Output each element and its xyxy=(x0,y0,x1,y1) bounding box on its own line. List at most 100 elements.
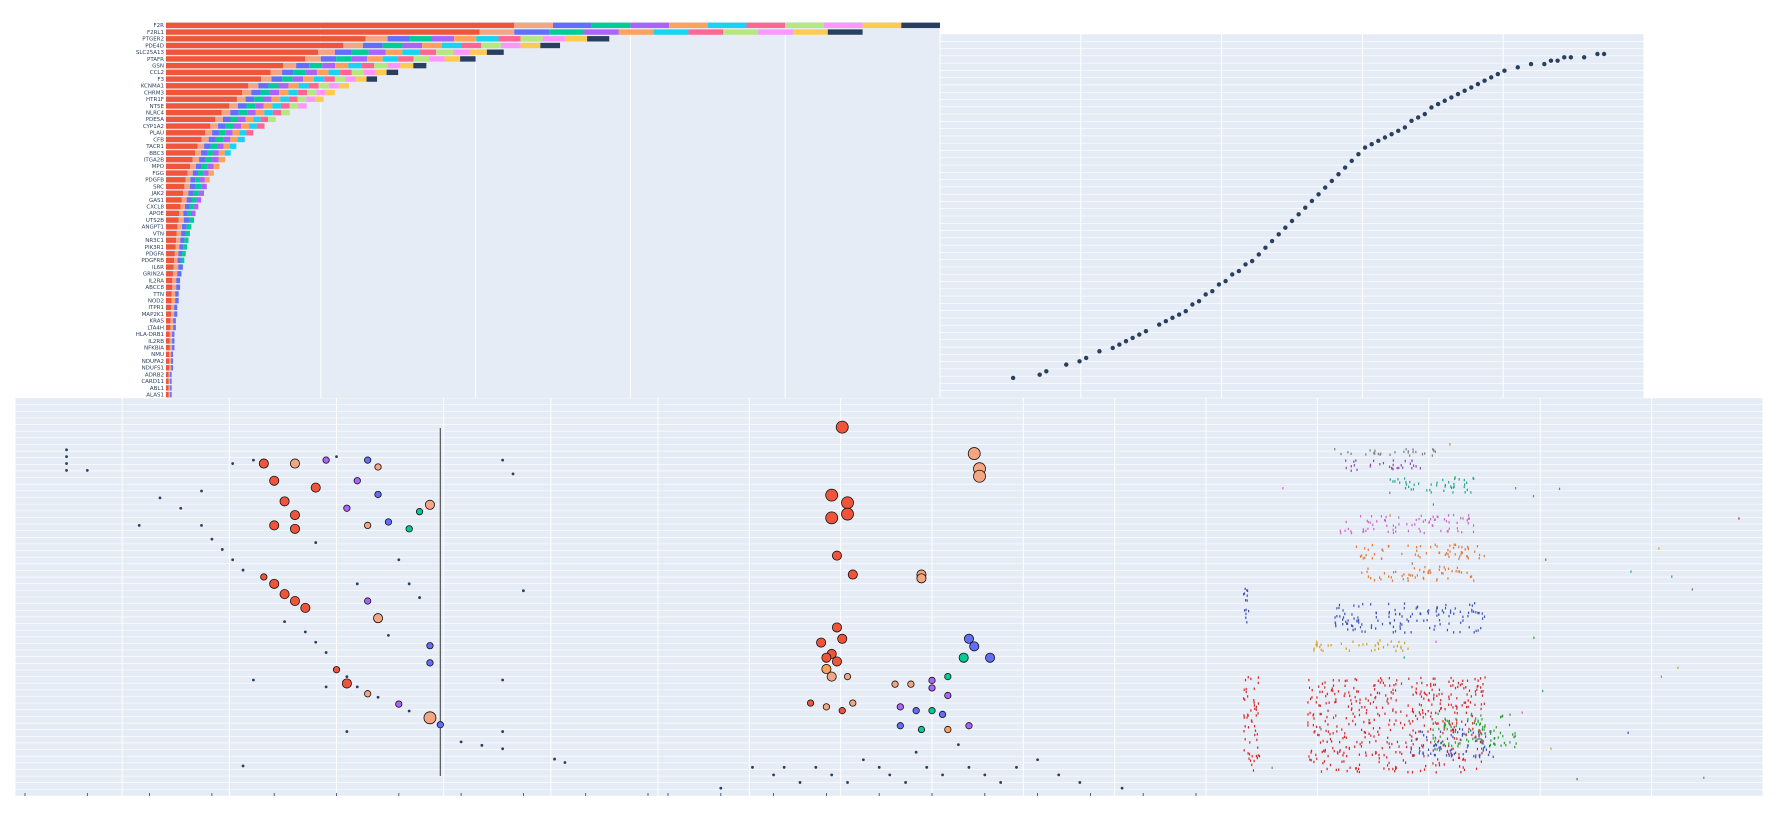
strip-mark xyxy=(1358,767,1360,771)
strip-mark xyxy=(1358,708,1360,712)
strip-mark xyxy=(1320,770,1323,773)
strip-mark xyxy=(1423,768,1426,771)
data-point xyxy=(258,458,269,469)
strip-mark xyxy=(1514,745,1516,749)
strip-mark xyxy=(1366,642,1368,646)
data-point xyxy=(1210,288,1215,294)
strip-mark xyxy=(1442,744,1444,747)
data-point xyxy=(501,678,505,682)
data-point xyxy=(1455,91,1461,97)
strip-mark xyxy=(1532,495,1535,498)
strip-mark xyxy=(1459,765,1461,768)
strip-mark xyxy=(1418,482,1420,485)
data-point xyxy=(816,637,827,648)
strip-mark xyxy=(1375,616,1377,619)
strip-mark xyxy=(1363,529,1365,533)
strip-mark xyxy=(1405,447,1407,451)
strip-mark xyxy=(1444,723,1447,727)
strip-mark xyxy=(1433,449,1435,453)
bar-segment xyxy=(298,103,307,109)
strip-mark xyxy=(1320,728,1322,731)
strip-mark xyxy=(1395,526,1397,529)
strip-mark xyxy=(1444,722,1446,725)
strip-mark xyxy=(1419,556,1421,559)
strip-mark xyxy=(1513,735,1515,739)
strip-mark xyxy=(1248,609,1250,613)
strip-mark xyxy=(1416,682,1418,685)
data-point xyxy=(969,641,980,652)
strip-mark xyxy=(1394,689,1397,692)
bar-segment xyxy=(296,62,310,69)
strip-mark xyxy=(1459,742,1461,745)
strip-mark xyxy=(1437,712,1439,715)
bar-segment xyxy=(206,150,213,156)
data-point xyxy=(1203,292,1208,297)
bar-segment xyxy=(197,143,205,149)
data-point xyxy=(407,709,411,713)
strip-mark xyxy=(1401,623,1403,626)
strip-mark xyxy=(1450,752,1452,755)
strip-mark xyxy=(1423,734,1425,737)
bar-segment xyxy=(170,324,174,331)
data-point xyxy=(831,656,842,667)
data-point xyxy=(1196,298,1202,304)
bar-segment xyxy=(166,116,216,123)
strip-mark xyxy=(1369,465,1371,468)
data-point xyxy=(1163,319,1169,324)
bar-segment xyxy=(444,56,461,62)
data-point xyxy=(1316,192,1321,197)
strip-mark xyxy=(1576,777,1578,781)
bar-segment xyxy=(630,22,670,29)
strip-mark xyxy=(1457,570,1459,573)
strip-mark xyxy=(1473,631,1475,634)
strip-mark xyxy=(1481,694,1484,697)
strip-mark xyxy=(1412,693,1414,696)
strip-mark xyxy=(1482,683,1484,686)
strip-mark xyxy=(1390,697,1392,700)
bar-segment xyxy=(305,69,317,76)
strip-mark xyxy=(1484,745,1486,749)
strip-mark xyxy=(1361,571,1363,574)
bar-segment xyxy=(247,109,256,116)
strip-mark xyxy=(1313,649,1315,652)
strip-mark xyxy=(1251,754,1253,758)
strip-mark xyxy=(1329,732,1331,736)
data-point xyxy=(1036,758,1039,762)
strip-mark xyxy=(1244,587,1246,591)
data-point xyxy=(1568,55,1574,60)
strip-mark xyxy=(1248,753,1251,756)
strip-mark xyxy=(1370,649,1373,652)
bar-segment xyxy=(400,62,414,69)
strip-mark xyxy=(1443,566,1445,569)
bar-segment xyxy=(204,177,210,183)
strip-mark xyxy=(1391,579,1394,582)
strip-mark xyxy=(1412,448,1414,451)
strip-mark xyxy=(1452,486,1455,489)
strip-mark xyxy=(1463,485,1465,489)
strip-mark xyxy=(1319,690,1321,694)
strip-mark xyxy=(1420,695,1423,698)
bar-segment xyxy=(278,83,289,89)
strip-mark xyxy=(1451,722,1453,725)
bar-segment xyxy=(166,230,177,237)
strip-mark xyxy=(1467,557,1469,560)
bar-segment xyxy=(166,190,184,196)
strip-mark xyxy=(1375,611,1377,615)
strip-mark xyxy=(1452,758,1454,762)
bar-segment xyxy=(166,244,176,250)
strip-mark xyxy=(1462,679,1464,683)
strip-mark xyxy=(1387,697,1389,701)
category-label: PTAFR xyxy=(147,57,164,63)
strip-mark xyxy=(1456,707,1458,710)
data-point xyxy=(364,521,372,530)
strip-mark xyxy=(1344,692,1346,695)
bar-segment xyxy=(198,170,204,176)
bar-segment xyxy=(196,197,202,203)
bar-segment xyxy=(166,311,172,317)
strip-mark xyxy=(1403,573,1405,576)
data-point xyxy=(1117,342,1122,347)
bar-segment xyxy=(398,56,414,62)
strip-mark xyxy=(1392,767,1394,771)
bar-segment xyxy=(201,150,207,156)
strip-mark xyxy=(1437,740,1439,744)
